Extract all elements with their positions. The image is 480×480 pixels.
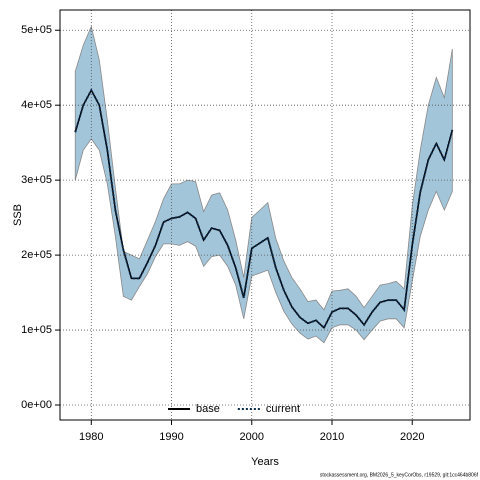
series-line (74, 88, 454, 330)
plot-frame (59, 9, 471, 421)
x-tick-label: 2010 (320, 431, 344, 443)
x-tick-label: 1980 (79, 431, 103, 443)
y-tick-label: 3e+05 (21, 174, 52, 186)
y-tick-label: 1e+05 (21, 324, 52, 336)
x-tick-label: 2000 (240, 431, 264, 443)
footnote: stockassessment.org, BM2026_5_keyCorObs,… (320, 472, 479, 478)
y-tick-label: 0e+00 (21, 399, 52, 411)
y-axis-label: SSB (12, 204, 24, 226)
y-tick-label: 5e+05 (21, 24, 52, 36)
x-tick-label: 2020 (400, 431, 424, 443)
legend-label: current (266, 403, 300, 415)
legend-label: base (196, 403, 220, 415)
x-tick-label: 1990 (159, 431, 183, 443)
y-tick-label: 2e+05 (21, 249, 52, 261)
confidence-band (74, 25, 453, 344)
y-tick-label: 4e+05 (21, 99, 52, 111)
x-axis-label: Years (251, 456, 279, 468)
